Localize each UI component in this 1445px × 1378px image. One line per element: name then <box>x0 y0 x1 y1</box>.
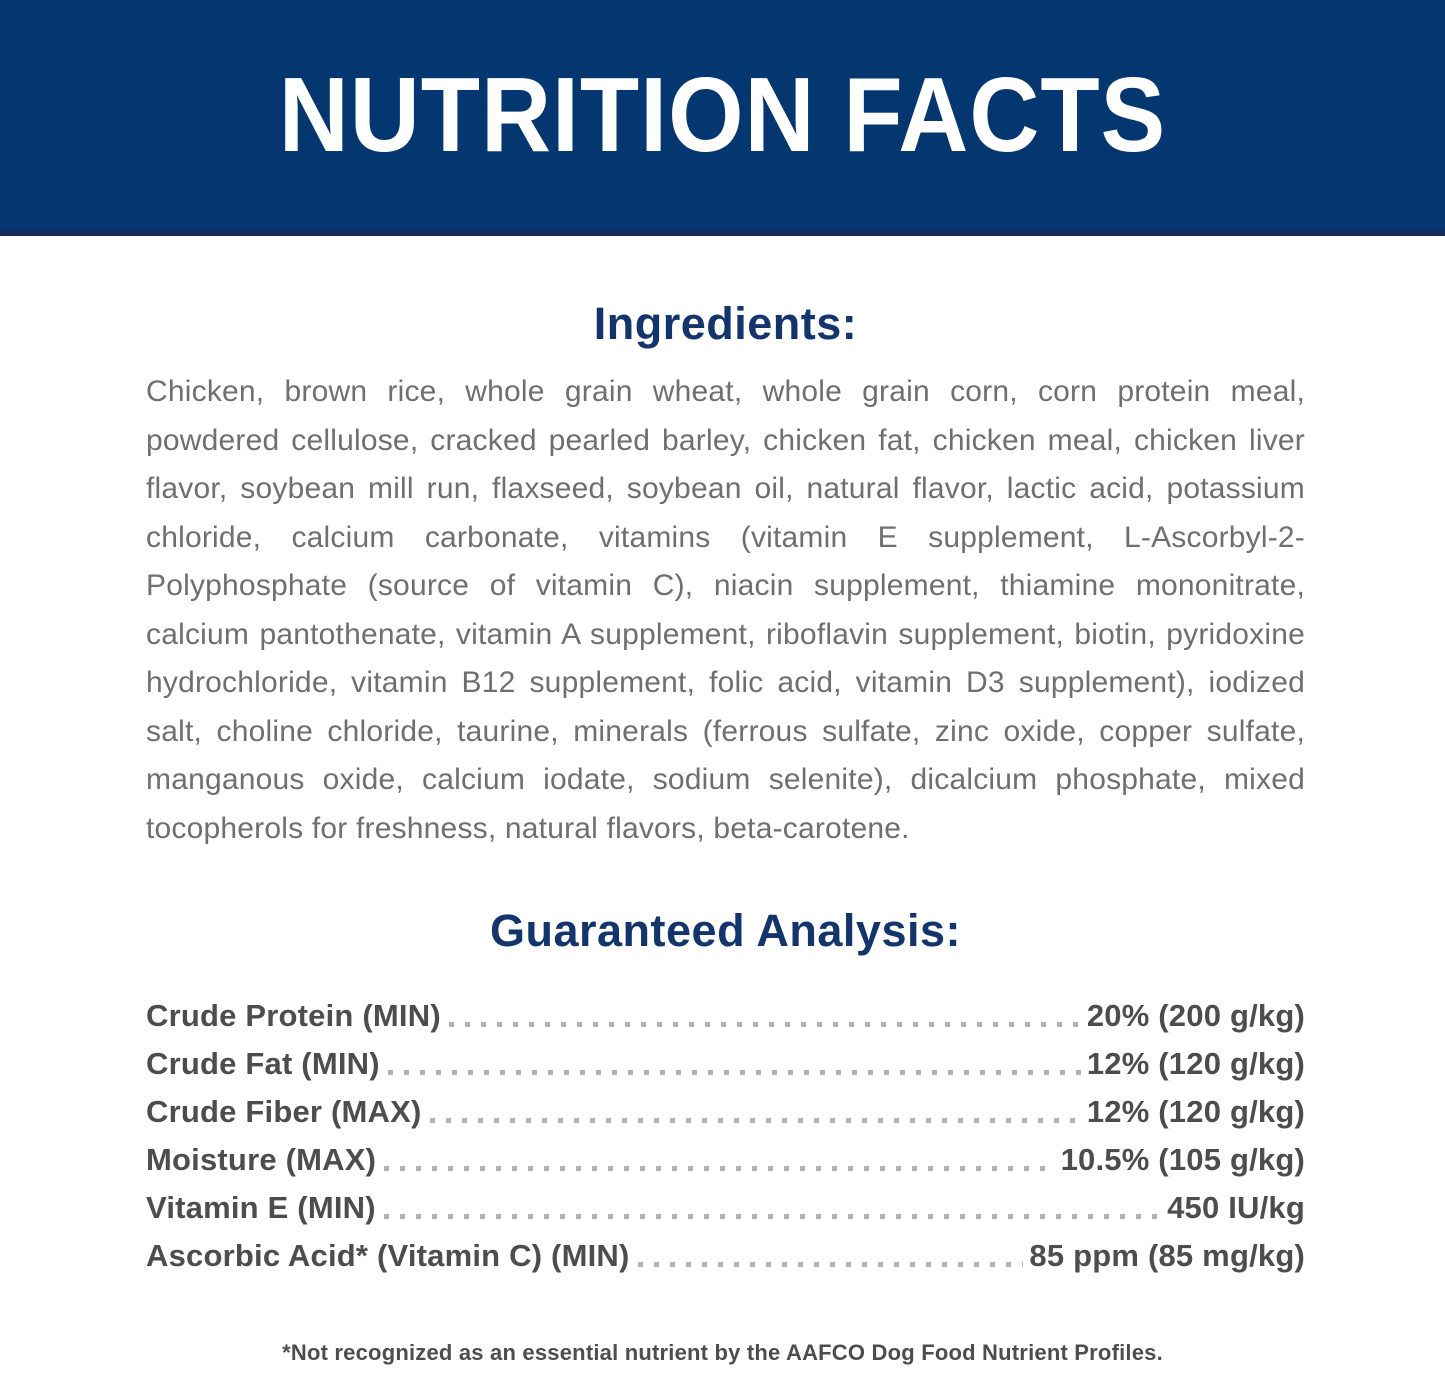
analysis-row: Crude Fat (MIN) 12% (120 g/kg) <box>146 1047 1305 1081</box>
ingredients-text: Chicken, brown rice, whole grain wheat, … <box>146 375 1305 845</box>
nutrient-value: 12% (120 g/kg) <box>1086 1094 1305 1129</box>
ingredients-section: Ingredients: Chicken, brown rice, whole … <box>146 298 1305 853</box>
title-banner: NUTRITION FACTS <box>0 0 1445 236</box>
ingredients-heading: Ingredients: <box>593 298 858 349</box>
nutrient-label: Ascorbic Acid* (Vitamin C) (MIN) <box>146 1238 630 1273</box>
guaranteed-analysis-heading: Guaranteed Analysis: <box>490 905 961 956</box>
dot-leader <box>448 1022 1081 1027</box>
guaranteed-analysis-section: Guaranteed Analysis: Crude Protein (MIN)… <box>146 905 1305 1287</box>
analysis-row: Moisture (MAX) 10.5% (105 g/kg) <box>146 1143 1305 1177</box>
analysis-row: Crude Protein (MIN) 20% (200 g/kg) <box>146 999 1305 1033</box>
nutrient-value: 450 IU/kg <box>1167 1190 1305 1225</box>
nutrient-label: Crude Fiber (MAX) <box>146 1094 422 1129</box>
nutrient-label: Moisture (MAX) <box>146 1142 377 1177</box>
analysis-row: Vitamin E (MIN) 450 IU/kg <box>146 1191 1305 1225</box>
nutrient-value: 10.5% (105 g/kg) <box>1060 1142 1305 1177</box>
analysis-row: Crude Fiber (MAX) 12% (120 g/kg) <box>146 1095 1305 1129</box>
nutrient-label: Crude Protein (MIN) <box>146 998 441 1033</box>
nutrient-label: Vitamin E (MIN) <box>146 1190 376 1225</box>
page-title: NUTRITION FACTS <box>278 55 1167 175</box>
dot-leader <box>387 1070 1081 1075</box>
aafco-footnote: *Not recognized as an essential nutrient… <box>282 1340 1163 1365</box>
nutrient-label: Crude Fat (MIN) <box>146 1046 380 1081</box>
dot-leader <box>429 1118 1081 1123</box>
nutrient-value: 85 ppm (85 mg/kg) <box>1029 1238 1305 1273</box>
dot-leader <box>384 1166 1055 1171</box>
guaranteed-analysis-table: Crude Protein (MIN) 20% (200 g/kg) Crude… <box>146 999 1305 1273</box>
dot-leader <box>383 1214 1162 1219</box>
dot-leader <box>637 1262 1024 1267</box>
analysis-row: Ascorbic Acid* (Vitamin C) (MIN) 85 ppm … <box>146 1239 1305 1273</box>
nutrient-value: 20% (200 g/kg) <box>1086 998 1305 1033</box>
nutrient-value: 12% (120 g/kg) <box>1086 1046 1305 1081</box>
